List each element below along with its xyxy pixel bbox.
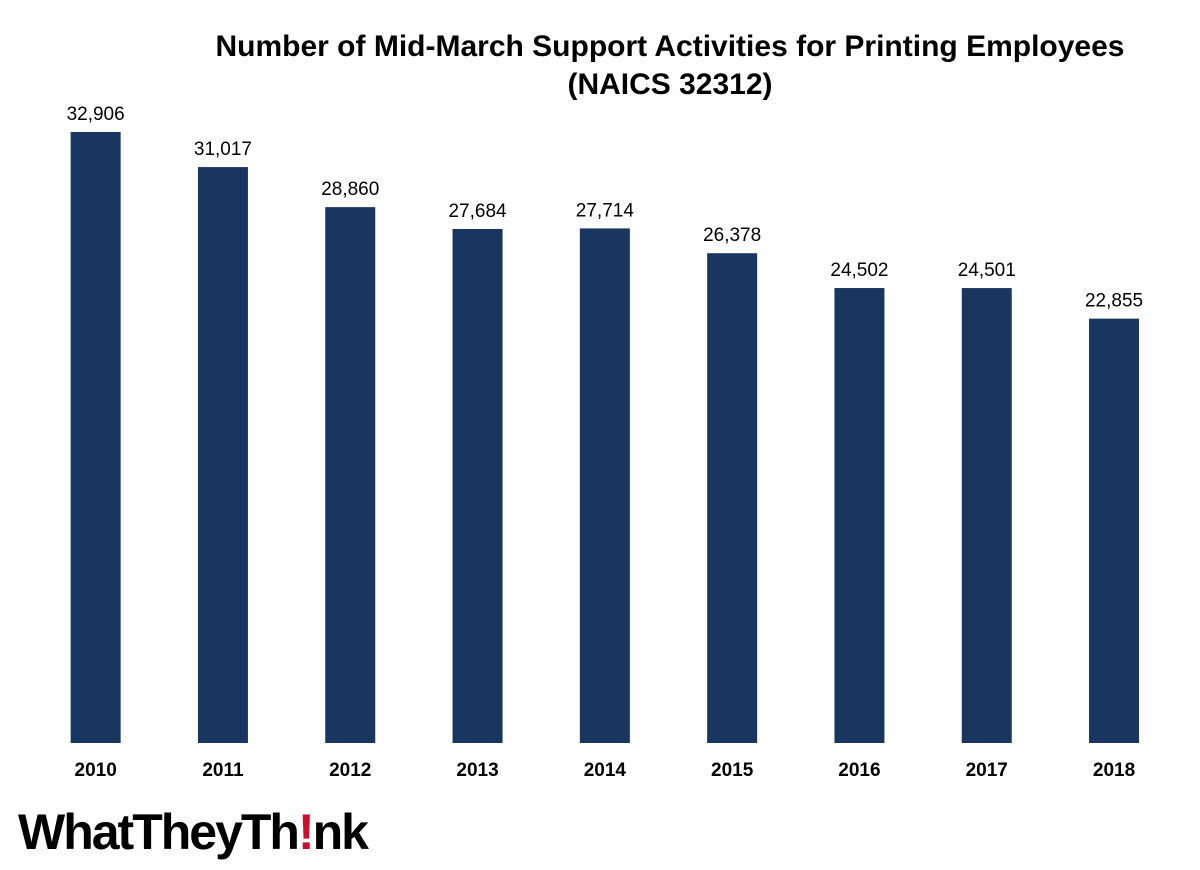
bar-chart: 32,906 31,017 28,860 27,684 27,714 26,378 24,5…	[67, 104, 1144, 781]
value-label-2015: 26,378	[703, 225, 761, 246]
value-label-2013: 27,684	[448, 201, 507, 222]
bars-group	[70, 132, 1140, 744]
bar-2013	[452, 228, 503, 744]
bar-2010	[70, 132, 121, 743]
value-label-2010: 32,906	[67, 104, 125, 125]
category-label-2013: 2013	[456, 760, 498, 781]
chart-title-line1: Number of Mid-March Support Activities f…	[215, 30, 1125, 63]
category-label-2018: 2018	[1093, 760, 1135, 781]
bar-2012	[325, 207, 376, 744]
bar-2016	[834, 288, 885, 743]
category-label-2014: 2014	[584, 760, 627, 781]
category-label-2012: 2012	[329, 760, 371, 781]
logo-text-start: WhatTheyTh	[18, 804, 300, 860]
category-label-2010: 2010	[75, 760, 117, 781]
value-labels-group: 32,906 31,017 28,860 27,684 27,714 26,378 24,5…	[67, 104, 1144, 312]
value-label-2012: 28,860	[321, 179, 379, 200]
bar-2017	[961, 288, 1012, 743]
chart-subtitle: (NAICS 32312)	[567, 68, 773, 101]
value-label-2011: 31,017	[194, 139, 252, 160]
bar-2018	[1089, 318, 1140, 743]
category-label-2016: 2016	[838, 760, 880, 781]
chart-title: Number of Mid-March Support Activities f…	[140, 28, 1200, 104]
bar-2011	[197, 167, 248, 744]
value-label-2014: 27,714	[576, 200, 635, 221]
whattheythink-logo: WhatTheyTh!nk	[18, 800, 369, 864]
value-label-2016: 24,502	[830, 260, 888, 281]
category-label-2011: 2011	[202, 760, 244, 781]
bar-2015	[707, 253, 758, 744]
category-label-2015: 2015	[711, 760, 754, 781]
value-label-2018: 22,855	[1085, 291, 1143, 312]
category-labels-group: 2010 2011 2012 2013 2014 2015 2016 2017 2018	[75, 760, 1136, 781]
logo-text-end: nk	[312, 804, 369, 860]
value-label-2017: 24,501	[958, 260, 1016, 281]
category-label-2017: 2017	[966, 760, 1008, 781]
logo-exclamation: !	[297, 804, 315, 860]
bar-2014	[579, 228, 630, 743]
